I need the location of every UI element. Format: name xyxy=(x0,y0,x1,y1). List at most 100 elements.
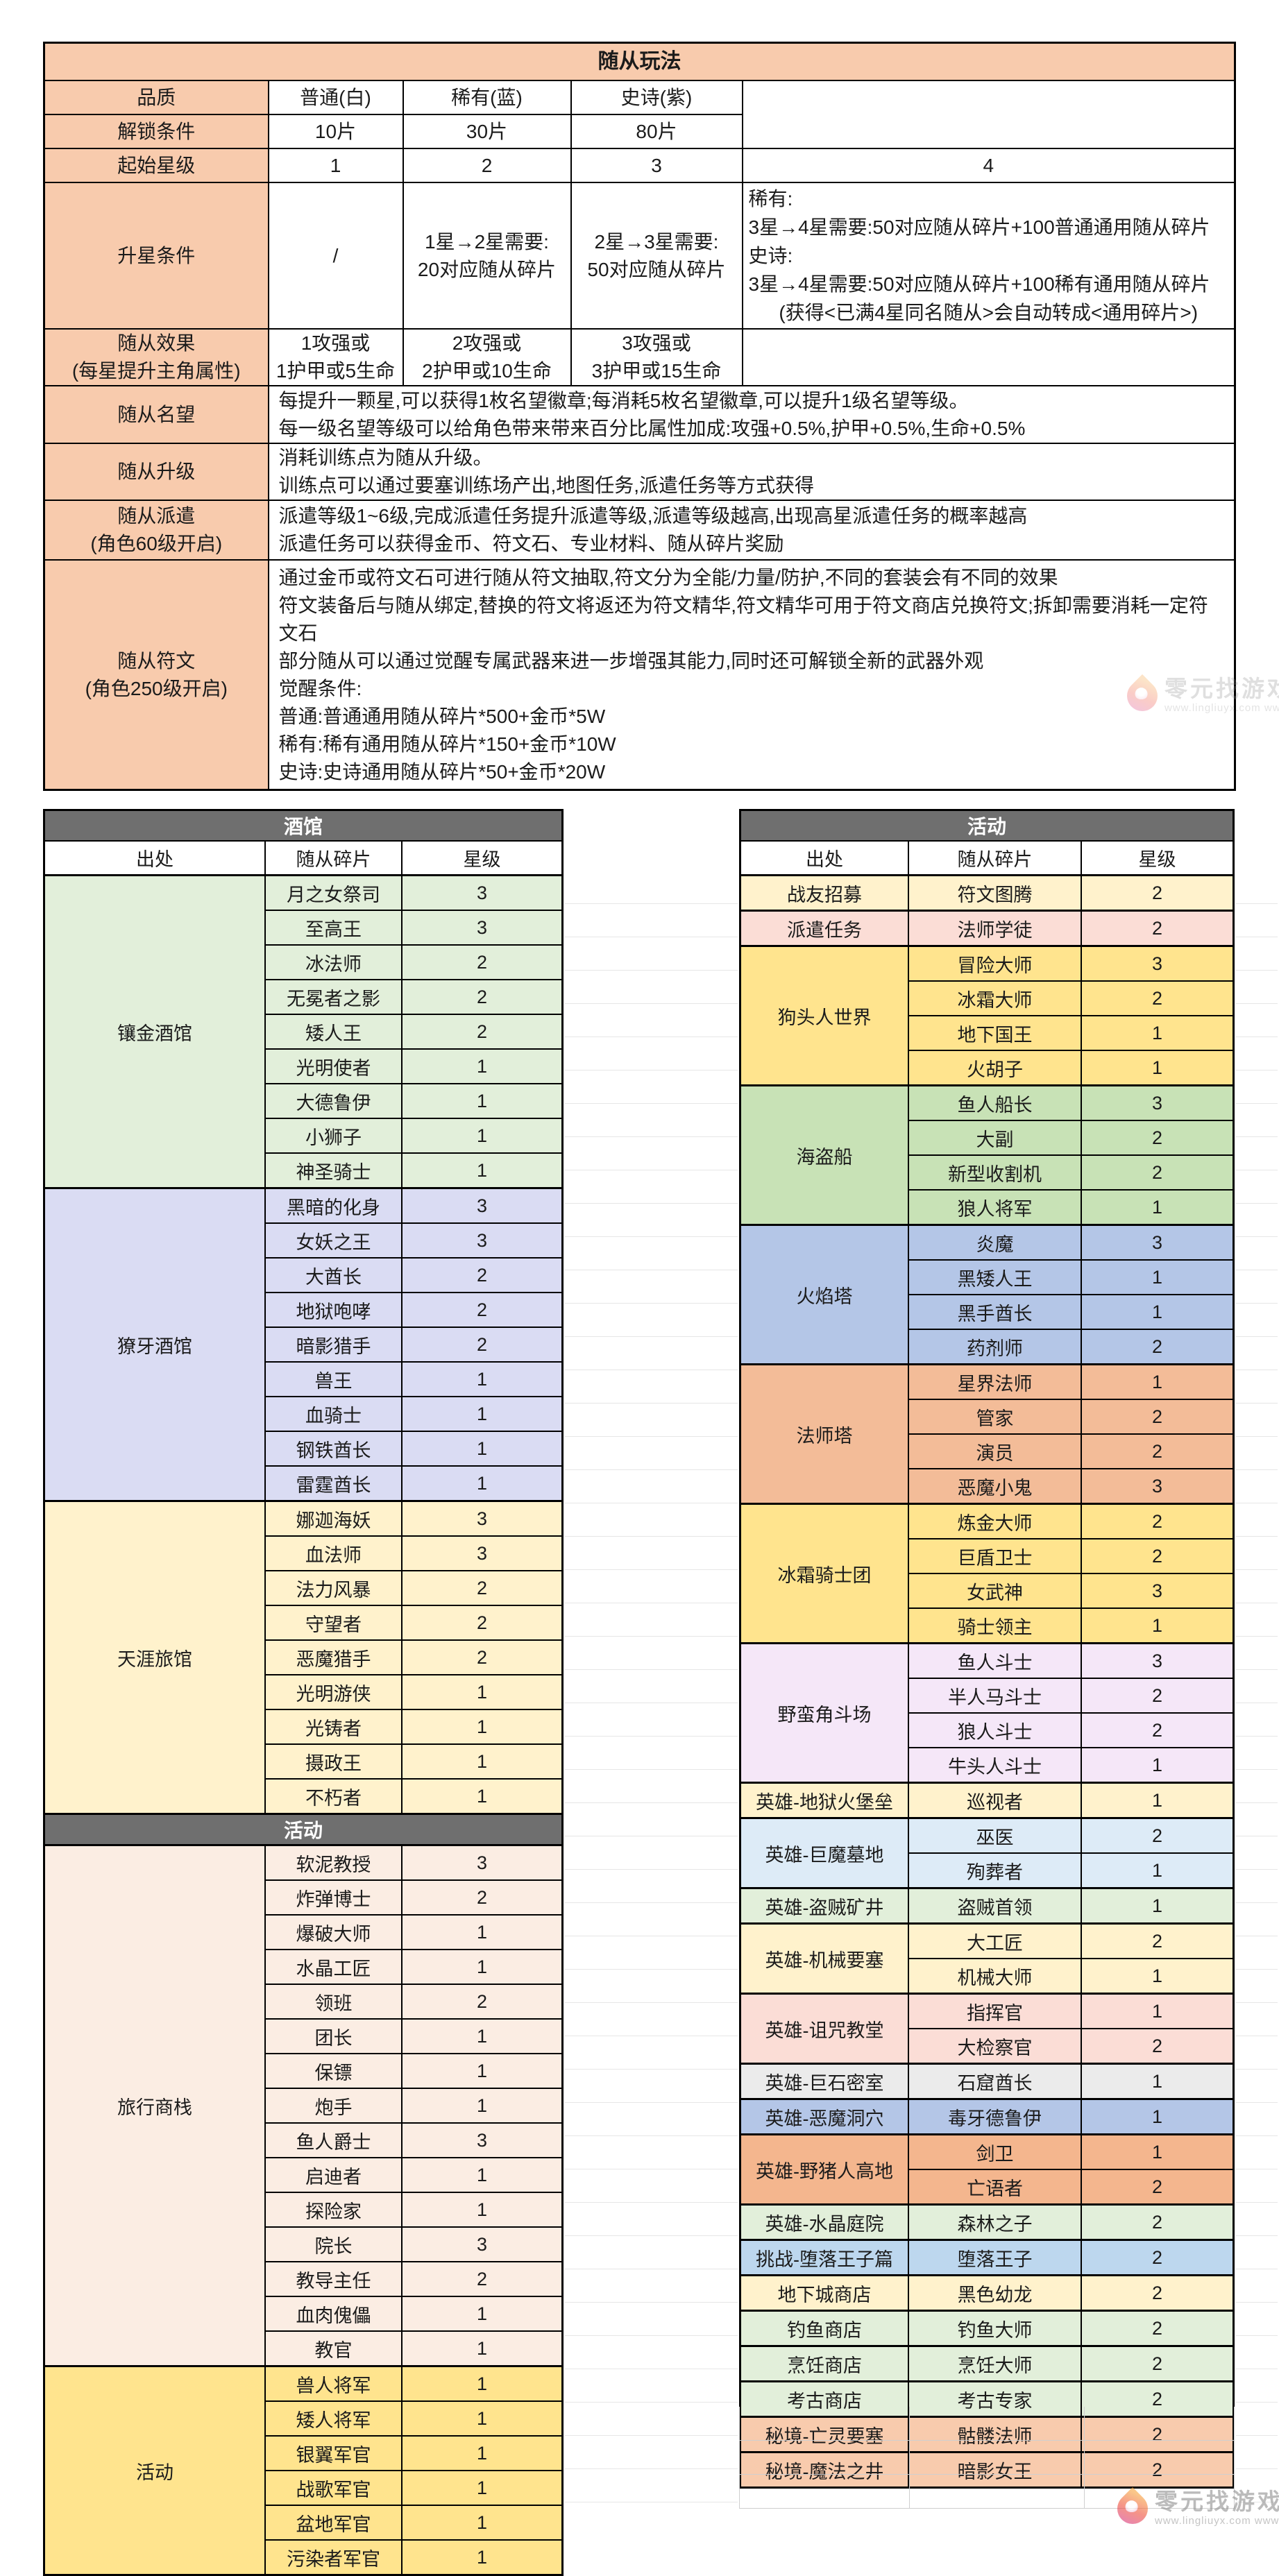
watermark-logo-icon xyxy=(1110,2487,1155,2531)
table-row: 血骑士 1 xyxy=(266,1396,561,1431)
empty-cell xyxy=(740,2441,910,2474)
source-cell: 战友招募 xyxy=(741,876,909,910)
table-row: 毒牙德鲁伊 1 xyxy=(909,2100,1233,2133)
star-cell: 2 xyxy=(1151,1510,1163,1532)
source-cell: 秘境-魔法之井 xyxy=(741,2453,909,2487)
follower-name-cell: 兽人将军 xyxy=(266,2367,403,2400)
follower-name-cell: 药剂师 xyxy=(909,1330,1082,1363)
star-cell: 2 xyxy=(476,1577,488,1598)
row-group: 森林之子 2 xyxy=(909,2206,1233,2239)
star-cell: 2 xyxy=(476,2268,488,2289)
row-group: 娜迦海妖 3 血法师 3 法力风暴 2 守望者 2 恶魔猎手 2 光明游侠 1 光铸者 1 摄政王 1 不朽者 1 xyxy=(266,1502,561,1813)
follower-name-cell: 月之女祭司 xyxy=(266,876,403,910)
source-section: 火焰塔 炎魔 3 黑矮人王 1 黑手酋长 1 药剂师 2 xyxy=(741,1224,1233,1363)
table-title: 随从玩法 xyxy=(43,42,1236,81)
follower-name-cell: 探险家 xyxy=(266,2193,403,2226)
star-cell: 2 xyxy=(1151,1825,1163,1846)
table-row: 教官 1 xyxy=(266,2330,561,2365)
star-cell: 3 xyxy=(1151,953,1163,974)
table-row: 启迪者 1 xyxy=(266,2157,561,2192)
effect-row: 随从效果 (每星提升主角属性) 1攻强或 1护甲或5生命 2攻强或 2护甲或10生命 … xyxy=(43,328,1236,386)
star-cell: 3 xyxy=(1151,1650,1163,1671)
row-group: 炎魔 3 黑矮人王 1 黑手酋长 1 药剂师 2 xyxy=(909,1226,1233,1363)
follower-name-cell: 不朽者 xyxy=(266,1780,403,1813)
upgrade-star4-text: 稀有: 3星→4星需要:50对应随从碎片+100普通通用随从碎片 史诗: 3星→4星需… xyxy=(748,188,1210,295)
table-row: 牛头人斗士 1 xyxy=(909,1747,1233,1782)
table-row: 领班 2 xyxy=(266,1984,561,2018)
star-cell: 2 xyxy=(1151,1336,1163,1357)
follower-name-cell: 光铸者 xyxy=(266,1710,403,1743)
table-row: 小狮子 1 xyxy=(266,1118,561,1152)
star-cell: 2 xyxy=(1151,1545,1163,1567)
table-row: 黑手酋长 1 xyxy=(909,1294,1233,1329)
follower-name-cell: 恶魔小鬼 xyxy=(909,1469,1082,1503)
star-cell: 3 xyxy=(476,2129,488,2151)
follower-name-cell: 盆地军官 xyxy=(266,2506,403,2539)
quality-label: 品质 xyxy=(43,80,269,115)
follower-name-cell: 鱼人斗士 xyxy=(909,1644,1082,1678)
star-cell: 1 xyxy=(476,2164,488,2185)
source-cell: 英雄-诅咒教堂 xyxy=(741,1995,909,2063)
effect-rare: 2攻强或 2护甲或10生命 xyxy=(402,328,572,386)
table-row: 骷髅法师 2 xyxy=(909,2418,1233,2451)
start-star-common: 1 xyxy=(267,148,404,183)
empty-cell xyxy=(910,2475,1085,2508)
follower-name-cell: 火胡子 xyxy=(909,1051,1082,1084)
table-row: 大副 2 xyxy=(909,1120,1233,1154)
table-row: 冰霜大师 2 xyxy=(909,980,1233,1015)
star-cell: 1 xyxy=(476,2373,488,2394)
rune-text: 通过金币或符文石可进行随从符文抽取,符文分为全能/力量/防护,不同的套装会有不同… xyxy=(267,559,1236,791)
source-section: 野蛮角斗场 鱼人斗士 3 半人马斗士 2 狼人斗士 2 牛头人斗士 1 xyxy=(741,1642,1233,1782)
table-row: 矮人将军 1 xyxy=(266,2400,561,2435)
follower-name-cell: 剑卫 xyxy=(909,2135,1082,2169)
star-cell: 1 xyxy=(1151,1789,1163,1811)
follower-name-cell: 钓鱼大师 xyxy=(909,2312,1082,2345)
table-row: 冰法师 2 xyxy=(266,944,561,979)
star-cell: 1 xyxy=(476,1785,488,1807)
empty-cell xyxy=(910,2407,1085,2440)
column-header-source: 出处 xyxy=(45,842,266,874)
source-cell: 海盗船 xyxy=(741,1086,909,1224)
unlock-common: 10片 xyxy=(267,114,404,149)
row-group: 巡视者 1 xyxy=(909,1784,1233,1817)
follower-name-cell: 黑矮人王 xyxy=(909,1261,1082,1294)
follower-name-cell: 烹饪大师 xyxy=(909,2347,1082,2380)
star-cell: 1 xyxy=(476,2303,488,2324)
row-group: 指挥官 1 大检察官 2 xyxy=(909,1995,1233,2063)
follower-name-cell: 巡视者 xyxy=(909,1784,1082,1817)
table-row: 钓鱼大师 2 xyxy=(909,2312,1233,2345)
source-cell: 狗头人世界 xyxy=(741,947,909,1084)
follower-name-cell: 光明游侠 xyxy=(266,1675,403,1709)
grid-gap-strip xyxy=(565,871,738,2502)
follower-name-cell: 冰霜大师 xyxy=(909,982,1082,1015)
star-cell: 1 xyxy=(476,2546,488,2568)
star-cell: 2 xyxy=(1151,2388,1163,2409)
table-row: 堕落王子 2 xyxy=(909,2241,1233,2274)
star-cell: 1 xyxy=(1151,1754,1163,1775)
star-cell: 1 xyxy=(476,1055,488,1077)
fame-text: 每提升一颗星,可以获得1枚名望徽章;每消耗5枚名望徽章,可以提升1级名望等级。每… xyxy=(267,385,1236,444)
star-cell: 3 xyxy=(476,1508,488,1529)
table-row: 爆破大师 1 xyxy=(266,1914,561,1949)
source-cell: 地下城商店 xyxy=(741,2276,909,2310)
row-group: 炼金大师 2 巨盾卫士 2 女武神 3 骑士领主 1 xyxy=(909,1505,1233,1642)
table-row: 烹饪大师 2 xyxy=(909,2347,1233,2380)
empty-cell xyxy=(741,80,1236,149)
star-cell: 1 xyxy=(476,2025,488,2047)
column-header-star: 星级 xyxy=(1138,849,1176,870)
column-header-fragment: 随从碎片 xyxy=(909,842,1082,874)
table-row: 半人马斗士 2 xyxy=(909,1678,1233,1712)
star-cell: 2 xyxy=(1151,2035,1163,2056)
star-cell: 2 xyxy=(1151,2282,1163,2303)
follower-name-cell: 院长 xyxy=(266,2228,403,2261)
follower-gameplay-table: 随从玩法 品质 普通(白) 稀有(蓝) 史诗(紫) 解锁条件 10片 30片 8… xyxy=(43,42,1236,791)
start-star-epic: 3 xyxy=(570,148,743,183)
upgrade-label: 升星条件 xyxy=(43,182,269,330)
empty-row xyxy=(740,2475,1234,2509)
table-row: 演员 2 xyxy=(909,1433,1233,1468)
follower-name-cell: 水晶工匠 xyxy=(266,1950,403,1984)
star-cell: 1 xyxy=(1151,1859,1163,1881)
follower-name-cell: 大副 xyxy=(909,1121,1082,1154)
star-cell: 1 xyxy=(476,2060,488,2081)
star-cell: 1 xyxy=(476,1750,488,1772)
